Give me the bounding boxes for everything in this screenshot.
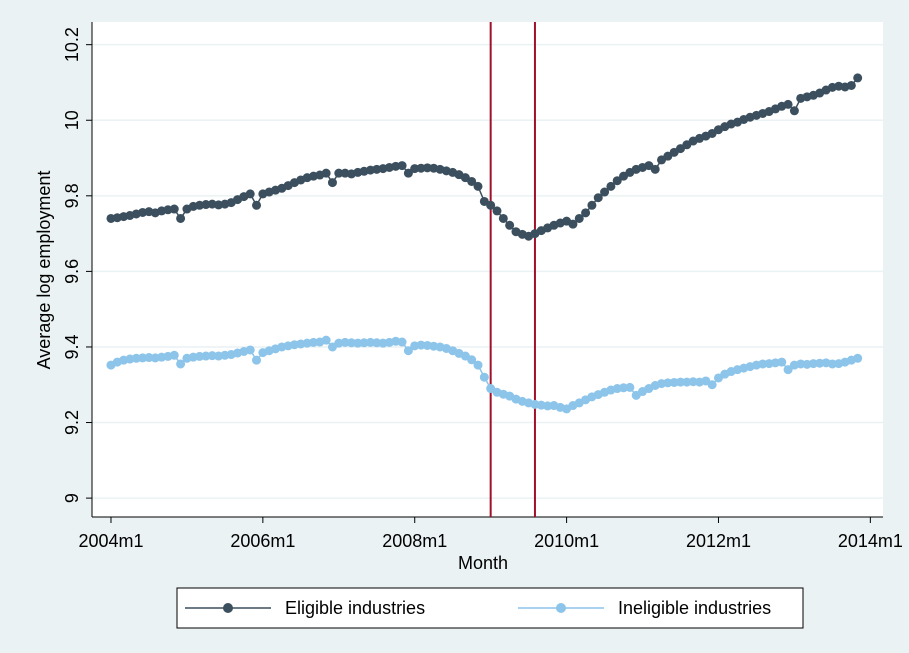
x-tick-label: 2004m1 bbox=[78, 531, 143, 551]
data-point bbox=[600, 187, 610, 197]
data-point bbox=[397, 161, 407, 171]
data-point bbox=[327, 178, 337, 188]
data-point bbox=[467, 355, 477, 365]
data-point bbox=[473, 181, 483, 191]
x-tick-label: 2014m1 bbox=[838, 531, 903, 551]
y-tick-label: 9.6 bbox=[62, 259, 82, 284]
x-tick-label: 2008m1 bbox=[382, 531, 447, 551]
data-point bbox=[169, 204, 179, 214]
data-point bbox=[498, 213, 508, 223]
y-tick-label: 9.4 bbox=[62, 334, 82, 359]
y-tick-label: 9.2 bbox=[62, 410, 82, 435]
data-point bbox=[568, 219, 578, 229]
data-point bbox=[707, 380, 717, 390]
data-point bbox=[783, 99, 793, 109]
data-point bbox=[587, 200, 597, 210]
data-point bbox=[245, 189, 255, 199]
data-point bbox=[581, 208, 591, 218]
data-point bbox=[853, 353, 863, 363]
x-axis-title: Month bbox=[458, 553, 508, 573]
data-point bbox=[846, 80, 856, 90]
y-tick-label: 9 bbox=[62, 493, 82, 503]
data-point bbox=[169, 350, 179, 360]
data-point bbox=[245, 345, 255, 355]
legend-label: Eligible industries bbox=[285, 598, 425, 618]
y-axis-title: Average log employment bbox=[34, 171, 54, 370]
legend-marker bbox=[556, 603, 566, 613]
data-point bbox=[334, 168, 344, 178]
data-point bbox=[505, 220, 515, 230]
data-point bbox=[625, 382, 635, 392]
x-tick-label: 2006m1 bbox=[230, 531, 295, 551]
data-point bbox=[606, 181, 616, 191]
legend-marker bbox=[223, 603, 233, 613]
data-point bbox=[176, 359, 186, 369]
data-point bbox=[403, 168, 413, 178]
data-point bbox=[593, 193, 603, 203]
data-point bbox=[789, 106, 799, 116]
data-point bbox=[650, 164, 660, 174]
data-point bbox=[403, 346, 413, 356]
data-point bbox=[473, 360, 483, 370]
data-point bbox=[676, 377, 686, 387]
legend bbox=[176, 587, 804, 629]
data-point bbox=[486, 200, 496, 210]
x-tick-label: 2010m1 bbox=[534, 531, 599, 551]
data-point bbox=[612, 176, 622, 186]
data-point bbox=[397, 337, 407, 347]
legend-label: Ineligible industries bbox=[618, 598, 771, 618]
y-tick-label: 10 bbox=[62, 110, 82, 130]
data-point bbox=[252, 355, 262, 365]
data-point bbox=[321, 335, 331, 345]
data-point bbox=[853, 73, 863, 83]
data-point bbox=[479, 372, 489, 382]
data-point bbox=[176, 213, 186, 223]
x-tick-label: 2012m1 bbox=[686, 531, 751, 551]
plot-area bbox=[92, 22, 883, 517]
data-point bbox=[467, 176, 477, 186]
data-point bbox=[252, 200, 262, 210]
data-point bbox=[777, 357, 787, 367]
data-point bbox=[321, 168, 331, 178]
data-point bbox=[492, 206, 502, 216]
y-tick-label: 10.2 bbox=[62, 27, 82, 62]
data-point bbox=[783, 365, 793, 375]
y-tick-label: 9.8 bbox=[62, 183, 82, 208]
data-point bbox=[574, 213, 584, 223]
